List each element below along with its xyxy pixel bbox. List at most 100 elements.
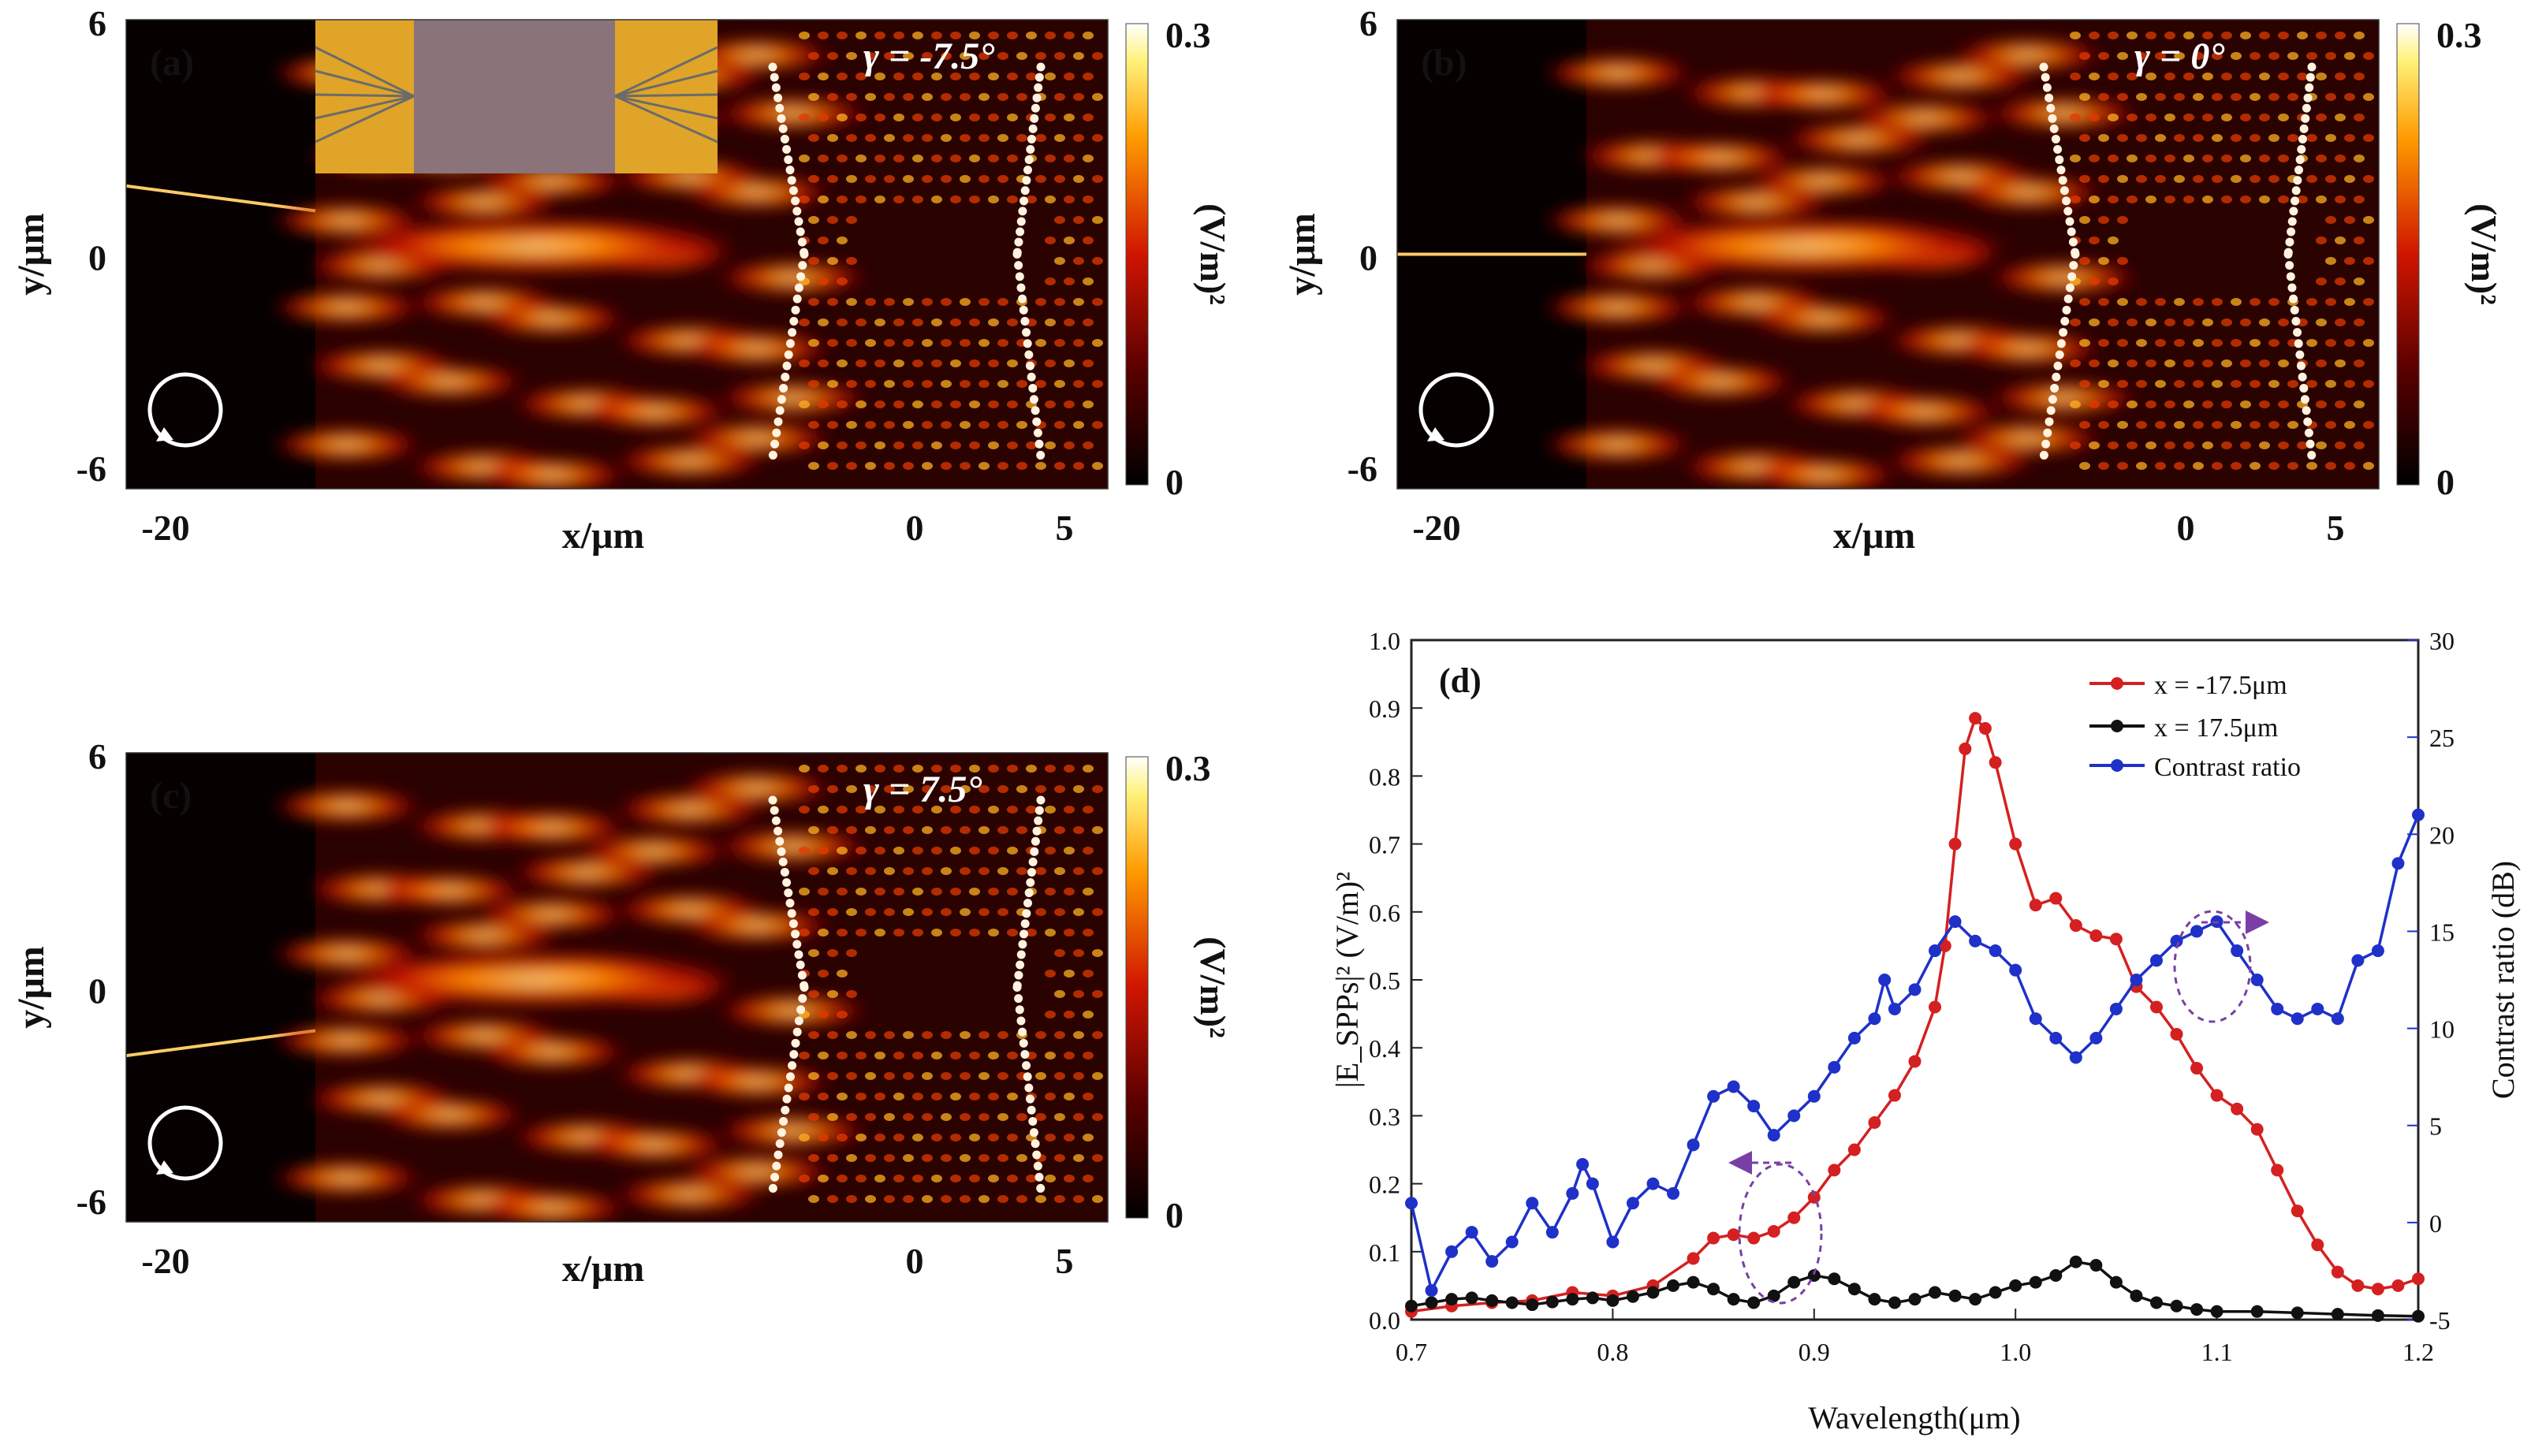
grain — [818, 114, 829, 121]
grain — [978, 462, 990, 470]
grain — [950, 765, 961, 773]
grain — [912, 1175, 923, 1182]
data-point — [1727, 1228, 1740, 1242]
grain — [1083, 1134, 1094, 1141]
grain — [2354, 32, 2365, 39]
grain — [1054, 826, 1065, 834]
grain — [893, 155, 904, 162]
grain — [799, 929, 810, 937]
grain — [2363, 257, 2374, 265]
nanostructure-dot — [1028, 124, 1038, 133]
grain — [2354, 277, 2365, 285]
grain — [1083, 929, 1094, 937]
nanostructure-dot — [2058, 176, 2067, 185]
field-panel-b: (b) γ = 0° 6 0 -6 y/μm -20 0 5 x/μm 0.3 0 (V/m)² — [1281, 3, 2504, 557]
grain — [1007, 929, 1018, 937]
grain — [2183, 155, 2194, 162]
nanostructure-dot — [2287, 227, 2296, 236]
nanostructure-dot — [2298, 134, 2307, 143]
data-point — [2331, 1265, 2344, 1279]
grain — [818, 765, 829, 773]
nanostructure-dot — [2059, 186, 2069, 195]
grain — [969, 765, 980, 773]
grain — [912, 1093, 923, 1100]
grain — [941, 339, 952, 347]
grain — [2136, 134, 2147, 142]
nanostructure-dot — [782, 145, 792, 154]
grain — [2174, 52, 2185, 60]
nanostructure-dot — [2291, 196, 2300, 206]
grain — [865, 175, 876, 183]
nanostructure-dot — [770, 73, 779, 82]
panel-label: (c) — [150, 775, 192, 817]
grain — [2079, 216, 2090, 224]
colorbar-min: 0 — [1165, 1195, 1183, 1235]
grain — [1016, 134, 1027, 142]
grain — [2117, 93, 2128, 101]
grain — [855, 1175, 867, 1182]
grain — [2193, 421, 2204, 429]
grain — [1007, 888, 1018, 896]
grain — [969, 195, 980, 203]
grain — [960, 785, 971, 793]
nanostructure-dot — [1020, 186, 1030, 195]
data-point — [2130, 1289, 2143, 1302]
grain — [988, 888, 999, 896]
intensity-lobe — [477, 457, 627, 489]
grain — [2127, 441, 2138, 449]
grain — [2325, 216, 2336, 224]
grain — [1064, 1052, 1075, 1059]
y-tick-label: 0.5 — [1369, 966, 1400, 995]
grain — [846, 1113, 857, 1121]
grain — [1092, 216, 1103, 224]
grain — [2259, 73, 2270, 80]
x-axis-label: x/μm — [562, 515, 645, 557]
nanostructure-dot — [798, 261, 807, 270]
intensity-lobes — [272, 770, 867, 1222]
grain — [837, 195, 848, 203]
grain — [1045, 318, 1056, 326]
grain — [2306, 380, 2317, 388]
grain — [2202, 441, 2213, 449]
y-tick-label: 0.3 — [1369, 1102, 1400, 1130]
grain — [988, 195, 999, 203]
grain — [1092, 421, 1103, 429]
nanostructure-dot — [785, 339, 795, 348]
grain — [1064, 1175, 1075, 1182]
grain — [1045, 359, 1056, 367]
grain — [988, 359, 999, 367]
grain — [799, 155, 810, 162]
grain — [827, 785, 838, 793]
grain — [808, 257, 819, 265]
polarization-circle — [147, 372, 223, 448]
intensity-lobe — [477, 1034, 627, 1070]
grain — [846, 339, 857, 347]
grain — [941, 826, 952, 834]
data-point — [1727, 1293, 1740, 1306]
grain — [931, 114, 942, 121]
grain — [865, 421, 876, 429]
grain — [2221, 114, 2232, 121]
grain — [855, 888, 867, 896]
grain — [2363, 134, 2374, 142]
grain — [808, 1072, 819, 1080]
grain — [2098, 175, 2109, 183]
grain — [846, 257, 857, 265]
data-point — [2029, 1012, 2042, 1026]
legend-marker-black — [2111, 720, 2123, 732]
y-axis-label: y/μm — [10, 213, 52, 296]
grain — [2325, 93, 2336, 101]
grain — [2145, 73, 2156, 80]
grain — [827, 462, 838, 470]
grain — [2221, 73, 2232, 80]
nanostructure-dot — [2059, 328, 2068, 337]
grain — [1007, 1052, 1018, 1059]
grain — [941, 52, 952, 60]
grain — [2174, 93, 2185, 101]
grain — [2344, 52, 2355, 60]
data-point — [1948, 1289, 1962, 1302]
grain — [2127, 73, 2138, 80]
data-point — [1485, 1294, 1499, 1307]
grain — [837, 114, 848, 121]
grain — [1064, 236, 1075, 244]
